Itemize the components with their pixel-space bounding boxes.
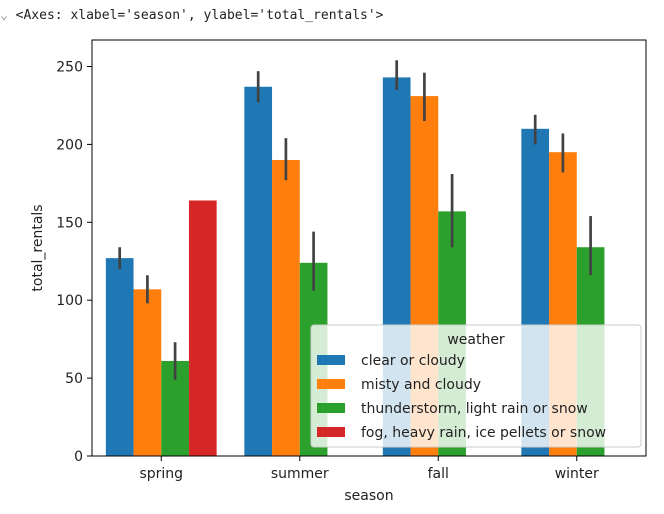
axes-border xyxy=(91,39,647,457)
legend-box xyxy=(310,324,642,448)
axes-frame xyxy=(91,39,647,457)
legend-label: thunderstorm, light rain or snow xyxy=(361,401,588,417)
bar xyxy=(133,289,162,456)
legend-title: weather xyxy=(447,332,505,348)
y-tick-label: 100 xyxy=(56,293,83,309)
y-tick-label: 50 xyxy=(65,371,83,387)
collapse-output-icon[interactable]: ⌄ xyxy=(0,8,8,23)
y-axis-label: total_rentals xyxy=(30,204,46,291)
legend-swatch xyxy=(317,427,345,437)
ticks-layer: 0 50 100 150 200 250 spring summer fall winter xyxy=(56,59,599,482)
y-tick-label: 150 xyxy=(56,215,83,231)
x-tick-label: spring xyxy=(139,466,183,482)
y-tick-label: 250 xyxy=(56,59,83,75)
y-tick-label: 200 xyxy=(56,137,83,153)
x-axis-label: season xyxy=(344,488,393,504)
x-tick-label: fall xyxy=(428,466,449,482)
legend-swatch xyxy=(317,403,345,413)
legend-label: misty and cloudy xyxy=(361,377,481,393)
bar xyxy=(272,159,300,456)
legend-label: clear or cloudy xyxy=(361,353,465,369)
x-tick-label: summer xyxy=(271,466,329,482)
x-tick-label: winter xyxy=(555,466,599,482)
y-tick-label: 0 xyxy=(74,449,83,465)
bar xyxy=(244,86,273,456)
output-text: <Axes: xlabel='season', ylabel='total_re… xyxy=(15,8,384,23)
output-prompt: ⌄ <Axes: xlabel='season', ylabel='total_… xyxy=(0,8,384,23)
bar xyxy=(188,200,217,456)
legend-swatch xyxy=(317,355,345,365)
legend: weather clear or cloudy misty and cloudy th… xyxy=(310,324,642,448)
legend-label: fog, heavy rain, ice pellets or snow xyxy=(361,425,606,441)
bar xyxy=(105,258,134,456)
legend-swatch xyxy=(317,379,345,389)
